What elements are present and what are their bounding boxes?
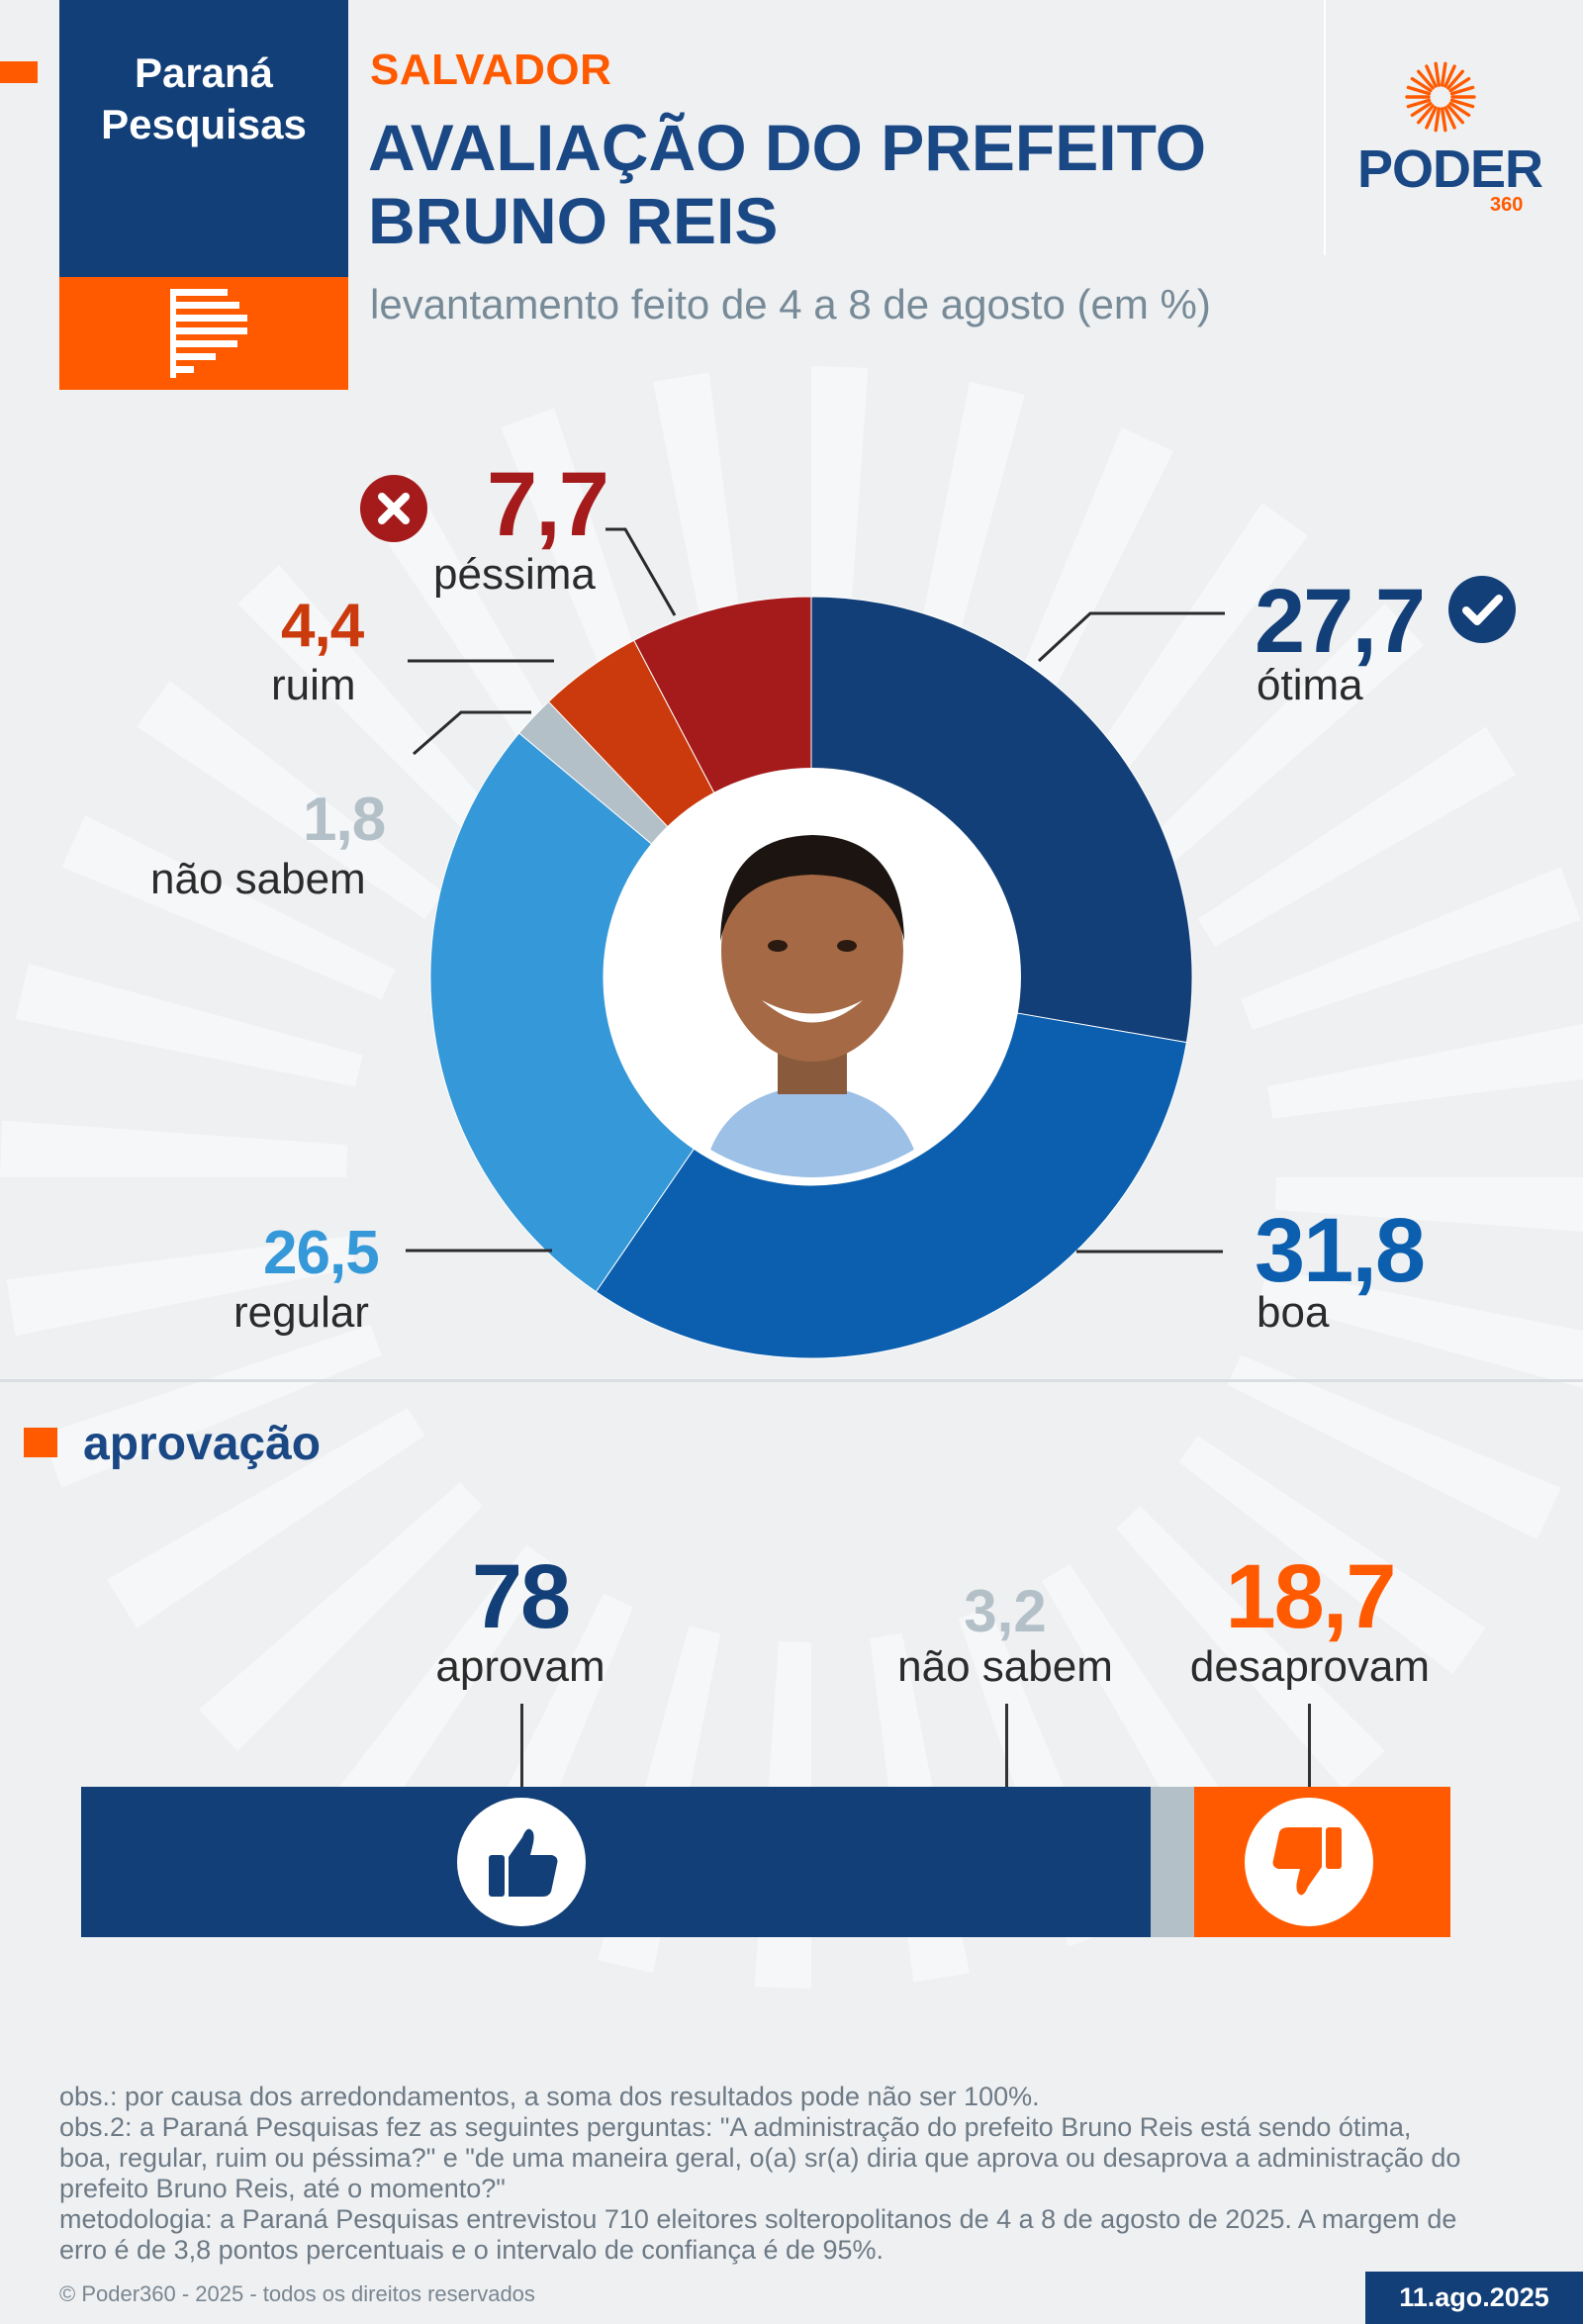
label-pessima: péssima: [433, 550, 596, 599]
sun-ray: [1425, 106, 1438, 130]
sun-ray: [1448, 76, 1471, 93]
pointer-nao-sabem: [1005, 1704, 1008, 1787]
sun-ray: [1406, 98, 1432, 109]
note-methodology: metodologia: a Paraná Pesquisas entrevis…: [59, 2204, 1457, 2265]
note-rounding: obs.: por causa dos arredondamentos, a s…: [59, 2082, 1040, 2111]
leader-nao-sabem: [413, 710, 531, 756]
label-regular: regular: [233, 1288, 369, 1337]
thumbs-up-icon: [489, 1828, 558, 1897]
value-otima: 27,7: [1255, 571, 1426, 672]
sun-ray: [1406, 85, 1432, 96]
sunburst-ray: [1241, 867, 1581, 1030]
sunburst-ray: [1116, 1506, 1385, 1790]
check-circle-icon: [1448, 576, 1516, 643]
label-aprovam: aprovam: [435, 1642, 605, 1691]
value-nao-sabem-bar: 3,2: [964, 1578, 1047, 1644]
sunburst-ray: [237, 565, 507, 849]
pointer-aprovam: [520, 1704, 523, 1787]
sunburst-ray: [1070, 503, 1309, 810]
label-nao-sabem-donut: não sabem: [150, 855, 366, 903]
label-ruim: ruim: [271, 661, 356, 709]
thumbs-down-badge: [1245, 1798, 1373, 1926]
sunburst-ray: [1259, 1267, 1583, 1388]
footnotes: obs.: por causa dos arredondamentos, a s…: [59, 2082, 1464, 2266]
sun-ray: [1446, 69, 1464, 90]
value-boa: 31,8: [1255, 1200, 1426, 1301]
sun-ray: [1434, 107, 1441, 133]
sun-ray: [1410, 101, 1433, 118]
label-desaprovam: desaprovam: [1189, 1642, 1431, 1691]
parana-pesquisas-mark: [59, 277, 348, 390]
leader-otima: [1037, 611, 1225, 663]
thumbs-down-icon: [1272, 1827, 1342, 1896]
value-ruim: 4,4: [281, 592, 364, 660]
section-marker: [24, 1428, 57, 1457]
pointer-desaprovam: [1308, 1704, 1311, 1787]
sunburst-ray: [1140, 604, 1424, 873]
bar-aprovam: [81, 1787, 1151, 1937]
sun-ray: [1410, 76, 1433, 93]
sun-ray: [1425, 64, 1438, 88]
copyright: © Poder360 - 2025 - todos os direitos re…: [59, 2281, 535, 2306]
bar-nao-sabem: [1150, 1787, 1194, 1937]
sun-ray: [1443, 106, 1456, 130]
note-questions: obs.2: a Paraná Pesquisas fez as seguint…: [59, 2112, 1461, 2203]
pp-mark-icon: [170, 289, 247, 378]
sun-ray: [1441, 107, 1447, 133]
parana-pesquisas-logo: Paraná Pesquisas: [59, 0, 348, 277]
value-regular: 26,5: [263, 1219, 380, 1287]
label-otima: ótima: [1257, 661, 1363, 709]
sun-ray: [1448, 101, 1471, 118]
publisher-logo: PODER: [1357, 139, 1543, 199]
thumbs-up-badge: [457, 1798, 586, 1926]
sunburst-ray: [137, 680, 444, 919]
publish-date: 11.ago.2025: [1365, 2272, 1583, 2324]
publisher-logo-360: 360: [1490, 194, 1524, 216]
sunburst-ray: [199, 1482, 483, 1751]
sunburst-ray: [1197, 726, 1516, 947]
sun-ray: [1446, 104, 1464, 125]
section-divider: [0, 1379, 1583, 1382]
approval-section-title: aprovação: [83, 1418, 322, 1470]
label-boa: boa: [1257, 1288, 1330, 1337]
sunburst-ray: [1178, 1436, 1486, 1675]
sunburst-ray: [1266, 1023, 1583, 1119]
header-accent-tick: [0, 61, 38, 83]
sunburst-ray: [15, 964, 363, 1087]
sunburst-ray: [314, 1544, 553, 1852]
sun-logo-icon: [1405, 61, 1476, 133]
sunburst-ray: [1274, 1177, 1583, 1232]
mayor-portrait: [604, 768, 1021, 1185]
sunburst-ray: [0, 1120, 348, 1177]
page-subtitle: levantamento feito de 4 a 8 de agosto (e…: [370, 281, 1211, 327]
value-nao-sabem-donut: 1,8: [303, 786, 386, 854]
sun-ray: [1449, 98, 1475, 109]
sunburst-ray: [6, 1236, 356, 1336]
sunburst-ray: [107, 1408, 425, 1628]
value-desaprovam: 18,7: [1225, 1546, 1396, 1647]
label-nao-sabem-bar: não sabem: [897, 1642, 1113, 1691]
sun-ray: [1443, 64, 1456, 88]
sun-ray: [1417, 104, 1435, 125]
header-divider: [1324, 0, 1326, 255]
sunburst-ray: [61, 814, 396, 1000]
sunburst-ray: [1227, 1354, 1561, 1540]
kicker-city: SALVADOR: [370, 46, 612, 94]
sun-ray: [1434, 61, 1441, 87]
institute-name: Paraná Pesquisas: [101, 49, 307, 147]
sun-ray: [1449, 85, 1475, 96]
donut-slice-regular: [429, 732, 696, 1293]
value-aprovam: 78: [471, 1546, 571, 1647]
sun-ray: [1417, 69, 1435, 90]
sunburst-ray: [42, 1325, 382, 1488]
rating-donut-chart: [406, 527, 1225, 1359]
leader-pessima: [605, 527, 677, 616]
sun-ray: [1441, 61, 1447, 87]
value-pessima: 7,7: [487, 454, 609, 555]
page-title: AVALIAÇÃO DO PREFEITO BRUNO REIS: [368, 111, 1207, 257]
x-circle-icon: [360, 475, 427, 542]
